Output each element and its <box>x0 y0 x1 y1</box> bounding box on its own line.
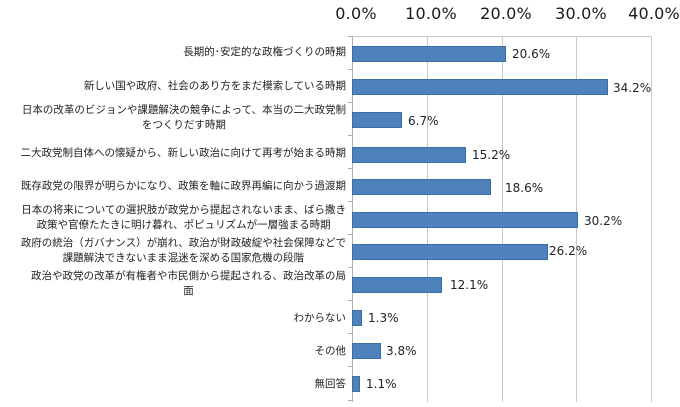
value-label: 20.6% <box>512 47 551 61</box>
gridline-40 <box>651 36 652 402</box>
y-tick <box>348 201 352 202</box>
bar <box>352 277 442 293</box>
x-tick-20: 20.0% <box>480 4 532 23</box>
value-label: 3.8% <box>386 344 417 358</box>
category-label: わからない <box>293 312 347 324</box>
y-tick <box>348 69 352 70</box>
y-tick <box>348 366 352 367</box>
y-tick <box>348 135 352 136</box>
y-tick <box>348 36 352 37</box>
value-label: 6.7% <box>408 114 439 128</box>
value-label: 15.2% <box>472 148 511 162</box>
y-tick <box>348 234 352 235</box>
x-tick-10: 10.0% <box>405 4 457 23</box>
bar <box>352 147 466 163</box>
y-tick <box>348 267 352 268</box>
y-tick <box>348 333 352 334</box>
category-label: 日本の将来についての選択肢が政党から提起されないまま、ばら撒き 政策や官僚たたきに… <box>21 204 346 231</box>
category-label: 政府の統治（ガバナンス）が崩れ、政治が財政破綻や社会保障などで 課題解決できないま… <box>20 237 346 264</box>
y-tick <box>348 300 352 301</box>
category-label: 既存政党の限界が明らかになり、政策を軸に政界再編に向かう過渡期 <box>20 180 346 192</box>
bar <box>352 212 578 228</box>
category-label: 政治や政党の改革が有権者や市民側から提起される、政治改革の局面 <box>31 270 346 297</box>
y-tick <box>348 168 352 169</box>
bar <box>352 112 402 128</box>
category-label: その他 <box>314 345 347 357</box>
value-label: 34.2% <box>613 81 652 95</box>
category-label: 長期的･安定的な政権づくりの時期 <box>183 46 346 58</box>
value-label: 26.2% <box>549 244 588 258</box>
category-label: 新しい国や政府、社会のあり方をまだ模索している時期 <box>83 80 346 92</box>
value-label: 1.1% <box>366 377 397 391</box>
value-label: 30.2% <box>584 214 623 228</box>
category-label: 日本の改革のビジョンや課題解決の競争によって、本当の二大政党制 をつくりだす時期 <box>21 104 346 131</box>
category-label: 二大政党制自体への懐疑から、新しい政治に向けて再考が始まる時期 <box>20 147 347 159</box>
y-tick <box>348 102 352 103</box>
bar <box>352 179 491 195</box>
bar <box>352 310 362 326</box>
x-tick-30: 30.0% <box>555 4 607 23</box>
bar <box>352 376 360 392</box>
x-tick-0: 0.0% <box>335 4 377 23</box>
bar <box>352 46 506 62</box>
bar <box>352 79 608 95</box>
bar <box>352 244 548 260</box>
category-label: 無回答 <box>314 378 347 390</box>
value-label: 1.3% <box>368 311 399 325</box>
value-label: 12.1% <box>450 278 489 292</box>
x-tick-40: 40.0% <box>628 4 680 23</box>
value-label: 18.6% <box>505 181 544 195</box>
bar <box>352 343 381 359</box>
y-tick <box>348 400 352 401</box>
